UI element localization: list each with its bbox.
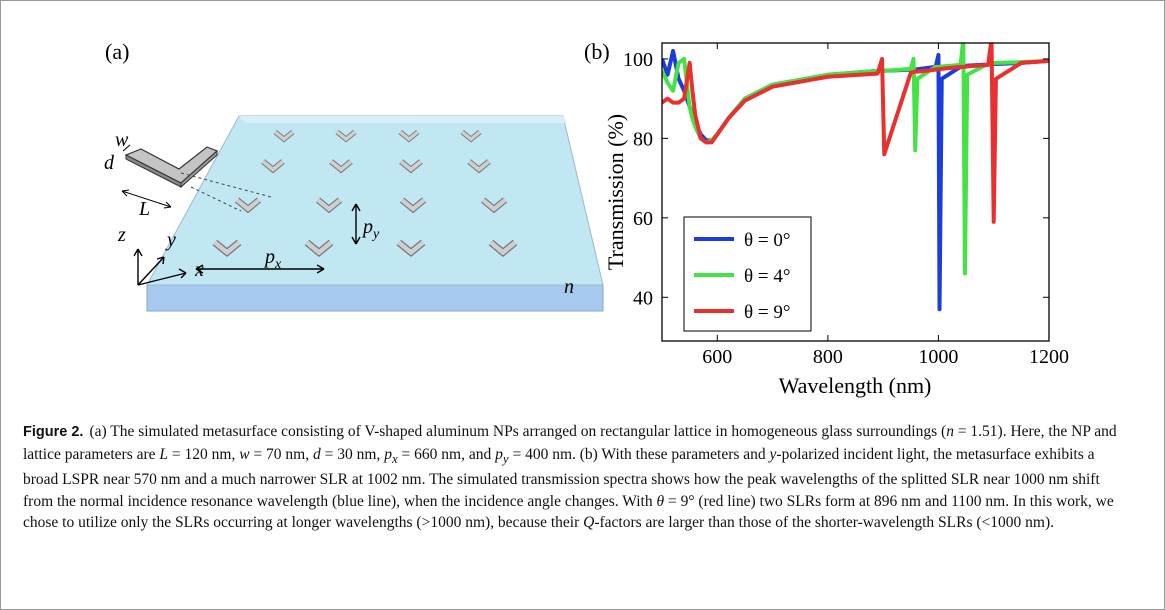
py-arrow — [351, 203, 361, 245]
legend-label: θ = 9° — [744, 302, 790, 323]
px-arrow — [195, 264, 325, 274]
caption-text: = 660 nm, and — [397, 445, 496, 463]
caption-text: -factors are larger than those of the sh… — [594, 514, 1055, 532]
label-d: d — [104, 152, 115, 174]
caption-math: x — [391, 450, 398, 466]
label-py: py — [361, 216, 380, 242]
label-px: px — [263, 246, 282, 272]
legend-label: θ = 0° — [744, 230, 790, 251]
y-tick-label: 80 — [633, 128, 653, 150]
chart-b: (b) Wavelength (nm) Transmission (%) 600… — [584, 39, 1069, 398]
y-axis-label: Transmission (%) — [603, 114, 628, 270]
caption-math: n — [946, 423, 954, 440]
caption-text: = 30 nm, — [320, 445, 385, 463]
plot-area — [662, 43, 1049, 312]
caption-math: p — [384, 445, 392, 463]
caption-math: d — [313, 445, 321, 463]
label-y: y — [165, 229, 176, 251]
caption-text: = 400 nm. (b) With these parameters and — [508, 445, 770, 463]
panel-label: (b) — [584, 39, 610, 64]
caption-text: = 1.51). Here, the NP and lattice parame… — [23, 423, 1117, 463]
x-tick-label: 1200 — [1029, 346, 1069, 368]
y-tick-label: 60 — [633, 208, 653, 230]
caption-math: p — [495, 445, 503, 463]
label-L: L — [138, 198, 150, 220]
caption-math: θ — [656, 492, 665, 510]
legend-label: θ = 4° — [744, 266, 790, 287]
inset-particle — [121, 144, 272, 212]
caption: Figure 2. (a) The simulated metasurface c… — [23, 421, 1133, 534]
x-tick-label: 1000 — [918, 346, 958, 368]
label-n: n — [564, 276, 574, 298]
caption-math: y — [769, 445, 777, 463]
series-line — [662, 43, 1049, 224]
x-tick-label: 600 — [702, 346, 732, 368]
caption-text: = 70 nm, — [249, 445, 313, 463]
panel-label: (a) — [105, 39, 129, 64]
y-tick-label: 40 — [633, 287, 653, 309]
caption-text: (a) The simulated metasurface consisting… — [89, 423, 947, 440]
slab-top — [146, 115, 604, 286]
caption-text: -polarized incident light, the metasurfa… — [23, 445, 1100, 510]
plot-frame — [661, 42, 1050, 342]
y-tick-label: 100 — [623, 49, 653, 71]
label-w: w — [115, 129, 129, 151]
x-axis-label: Wavelength (nm) — [779, 373, 932, 398]
caption-text: = 120 nm, — [168, 445, 240, 463]
caption-text: = 9° (red line) two SLRs form at 896 nm … — [23, 492, 1114, 532]
axes-arrows — [133, 248, 187, 286]
caption-label: Figure 2. — [23, 424, 84, 440]
slab-edge — [239, 116, 567, 123]
slab-side — [146, 284, 604, 312]
figure-panels: (a) w d L z y x px py n (b) — [104, 39, 1069, 398]
diagram-a: (a) w d L z y x px py n — [104, 39, 604, 312]
caption-math: L — [159, 445, 169, 463]
caption-math: y — [502, 450, 509, 466]
caption-math: w — [239, 445, 250, 463]
caption-math: Q — [583, 514, 595, 532]
x-tick-label: 800 — [813, 346, 843, 368]
label-z: z — [117, 224, 126, 246]
